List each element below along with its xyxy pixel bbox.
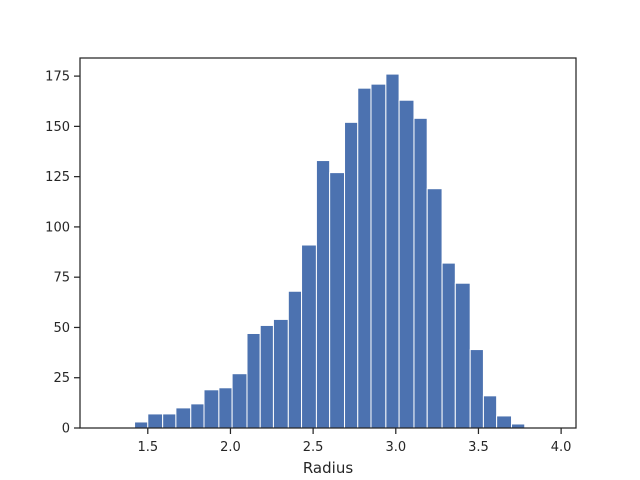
histogram-bar bbox=[426, 188, 443, 429]
histogram-bar bbox=[441, 262, 456, 429]
y-tick-label: 50 bbox=[53, 321, 70, 336]
histogram-bar bbox=[301, 244, 317, 429]
histogram-bar bbox=[203, 389, 220, 429]
histogram-bar bbox=[246, 332, 261, 429]
histogram-bar bbox=[287, 290, 303, 429]
histogram-bar bbox=[175, 407, 192, 429]
x-axis-label: Radius bbox=[303, 459, 353, 477]
histogram-bar bbox=[190, 403, 205, 429]
x-tick-label: 3.0 bbox=[385, 440, 406, 455]
y-tick-label: 25 bbox=[53, 371, 70, 386]
y-tick-label: 100 bbox=[45, 220, 70, 235]
x-tick-label: 3.5 bbox=[468, 440, 489, 455]
y-tick-label: 125 bbox=[45, 170, 70, 185]
y-tick-label: 75 bbox=[53, 271, 70, 286]
plot-frame bbox=[79, 57, 577, 429]
histogram-bar bbox=[218, 387, 233, 429]
x-tick-label: 2.0 bbox=[220, 440, 241, 455]
histogram-bar bbox=[398, 99, 415, 429]
histogram-bar bbox=[496, 415, 513, 429]
histogram-bar bbox=[454, 282, 471, 429]
bars-group bbox=[134, 73, 526, 429]
x-tick-label: 2.5 bbox=[303, 440, 324, 455]
histogram-bar bbox=[147, 413, 164, 429]
histogram-bar bbox=[357, 87, 372, 429]
histogram-bar bbox=[482, 395, 498, 429]
y-tick-label: 175 bbox=[45, 70, 70, 85]
x-tick-label: 1.5 bbox=[137, 440, 158, 455]
histogram-bar bbox=[162, 413, 177, 429]
y-axis-ticks: 0 25 50 75 100 125 150 175 bbox=[45, 70, 80, 437]
histogram-bar bbox=[272, 318, 289, 429]
histogram-bar bbox=[315, 160, 331, 429]
histogram-bar bbox=[134, 421, 149, 429]
histogram-bar bbox=[370, 83, 387, 429]
histogram-bar bbox=[259, 324, 274, 429]
histogram-bar bbox=[329, 172, 346, 429]
histogram-bar bbox=[385, 73, 400, 429]
y-tick-label: 0 bbox=[62, 422, 70, 437]
y-tick-label: 150 bbox=[45, 120, 70, 135]
histogram-bar bbox=[413, 117, 428, 429]
histogram-bar bbox=[231, 373, 248, 429]
histogram-bar bbox=[344, 121, 359, 429]
histogram-bar bbox=[469, 349, 484, 429]
x-axis-ticks: 1.5 2.0 2.5 3.0 3.5 4.0 bbox=[137, 428, 571, 455]
x-tick-label: 4.0 bbox=[551, 440, 572, 455]
